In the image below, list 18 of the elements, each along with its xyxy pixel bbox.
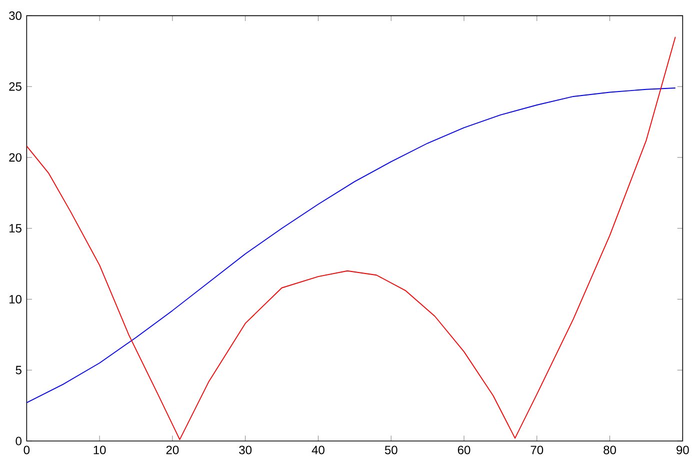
y-tick-label: 5 xyxy=(16,366,22,374)
x-tick-label: 60 xyxy=(458,446,470,454)
x-tick-label: 0 xyxy=(24,446,30,454)
y-tick-label: 0 xyxy=(16,436,22,446)
x-tick-label: 30 xyxy=(239,446,252,454)
x-tick-label: 50 xyxy=(384,446,398,454)
x-tick-label: 20 xyxy=(166,446,179,454)
y-tick-label: 30 xyxy=(9,11,22,20)
y-tick-label: 25 xyxy=(9,82,22,91)
x-tick-label: 80 xyxy=(604,446,616,454)
x-tick-label: 70 xyxy=(530,446,544,454)
x-tick-label: 90 xyxy=(676,446,689,454)
line-series xyxy=(26,36,676,440)
y-tick-label: 15 xyxy=(10,224,22,233)
x-tick-label: 10 xyxy=(94,446,106,454)
y-tick-label: 20 xyxy=(9,153,22,162)
x-tick-label: 40 xyxy=(312,446,324,454)
y-tick-label: 10 xyxy=(10,294,22,304)
